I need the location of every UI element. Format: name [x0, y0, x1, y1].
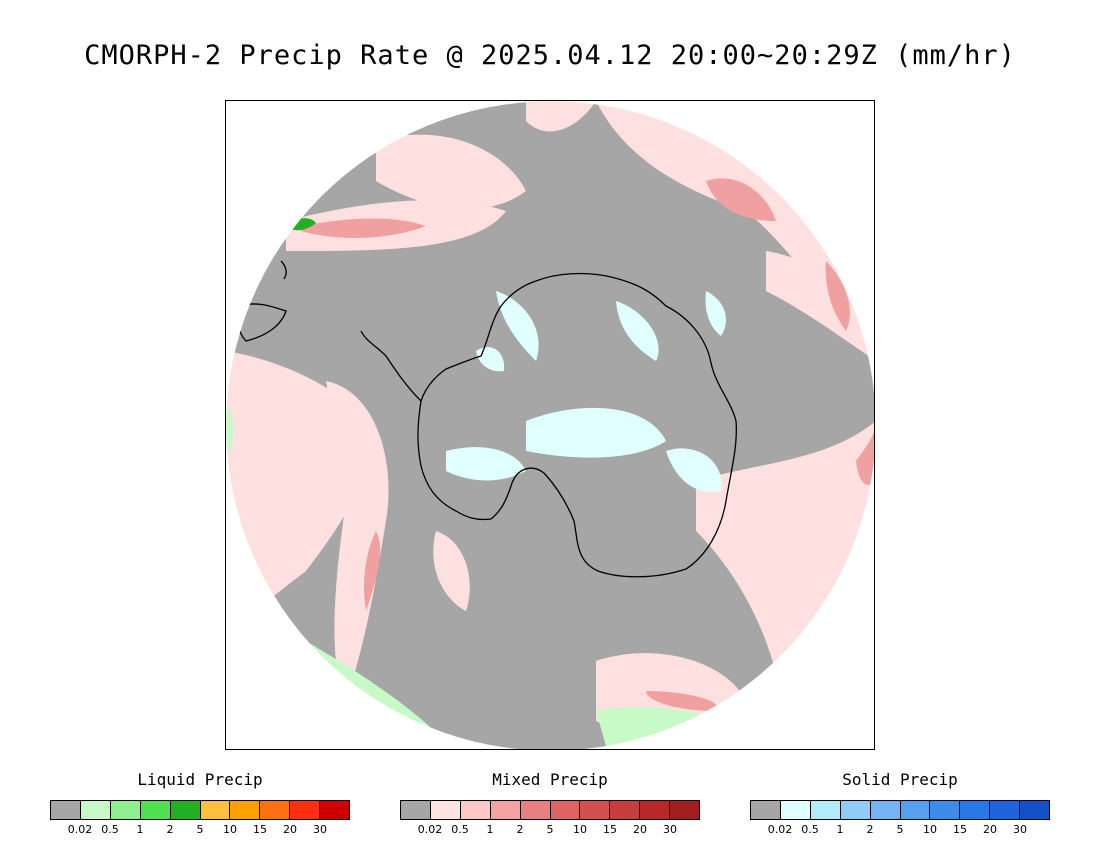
- legend-tick-label: 0.5: [101, 823, 119, 836]
- legend-swatch: [990, 801, 1021, 819]
- map-title: CMORPH-2 Precip Rate @ 2025.04.12 20:00~…: [84, 40, 1016, 71]
- legend-swatch: [401, 801, 431, 819]
- legend-color-bar: [750, 800, 1050, 820]
- legend-swatch: [430, 801, 461, 819]
- legend-tick-label: 15: [603, 823, 617, 836]
- legend-tick-label: 0.02: [417, 823, 443, 836]
- legend-swatch: [900, 801, 931, 819]
- legend-swatch: [110, 801, 141, 819]
- precip-map-canvas: [226, 101, 874, 749]
- legend-tick-label: 2: [866, 823, 874, 836]
- legend-swatch: [490, 801, 521, 819]
- legend-swatch: [640, 801, 671, 819]
- legend-title: Solid Precip: [842, 770, 958, 789]
- legend-swatch: [840, 801, 871, 819]
- legend-tick-label: 0.5: [801, 823, 819, 836]
- legend-swatch: [1020, 801, 1050, 819]
- legend-tick-label: 30: [313, 823, 327, 836]
- legend-tick-label: 20: [283, 823, 297, 836]
- legend-tick-label: 30: [663, 823, 677, 836]
- polar-precip-map: [225, 100, 875, 750]
- legend-mixed: Mixed Precip 0.02 0.5 1 2 5 10 15 20 30: [400, 770, 700, 837]
- legend-tick-label: 10: [923, 823, 937, 836]
- legend-swatch: [230, 801, 261, 819]
- solid-precip-areas: [446, 291, 726, 492]
- legend-tick-label: 1: [136, 823, 144, 836]
- legend-tick-label: 2: [166, 823, 174, 836]
- legend-swatch: [751, 801, 781, 819]
- legend-swatch: [80, 801, 111, 819]
- legend-swatch: [460, 801, 491, 819]
- peninsula-outline: [360, 330, 422, 402]
- legend-color-bar: [50, 800, 350, 820]
- legend-swatch: [870, 801, 901, 819]
- legend-swatch: [550, 801, 581, 819]
- legend-swatch: [610, 801, 641, 819]
- legend-swatch: [170, 801, 201, 819]
- legend-swatch: [810, 801, 841, 819]
- legend-tick-label: 0.5: [451, 823, 469, 836]
- legend-tick-label: 0.02: [67, 823, 93, 836]
- legend-swatch: [580, 801, 611, 819]
- legend-swatch: [930, 801, 961, 819]
- legend-swatch: [51, 801, 81, 819]
- legend-swatch: [780, 801, 811, 819]
- legend-ticks: 0.02 0.5 1 2 5 10 15 20 30: [400, 823, 700, 837]
- legend-tick-label: 30: [1013, 823, 1027, 836]
- continent-outline: [417, 272, 737, 578]
- legend-swatch: [200, 801, 231, 819]
- legend-ticks: 0.02 0.5 1 2 5 10 15 20 30: [50, 823, 350, 837]
- legend-swatch: [320, 801, 350, 819]
- legend-tick-label: 5: [196, 823, 204, 836]
- legend-tick-label: 1: [486, 823, 494, 836]
- legend-tick-label: 2: [516, 823, 524, 836]
- mixed-precip-moderate: [301, 178, 874, 711]
- legend-swatch: [670, 801, 700, 819]
- legend-swatch: [520, 801, 551, 819]
- legend-tick-label: 5: [896, 823, 904, 836]
- legend-solid: Solid Precip 0.02 0.5 1 2 5 10 15 20 30: [750, 770, 1050, 837]
- legend-tick-label: 15: [253, 823, 267, 836]
- legend-tick-label: 1: [836, 823, 844, 836]
- legend-tick-label: 10: [573, 823, 587, 836]
- legend-tick-label: 5: [546, 823, 554, 836]
- legend-swatch: [960, 801, 991, 819]
- legend-tick-label: 15: [953, 823, 967, 836]
- legend-ticks: 0.02 0.5 1 2 5 10 15 20 30: [750, 823, 1050, 837]
- legend-swatch: [140, 801, 171, 819]
- legend-color-bar: [400, 800, 700, 820]
- legend-title: Liquid Precip: [137, 770, 263, 789]
- legend-swatch: [260, 801, 291, 819]
- legend-tick-label: 10: [223, 823, 237, 836]
- legend-liquid: Liquid Precip 0.02 0.5 1 2 5 10 15 20 30: [50, 770, 350, 837]
- legend-tick-label: 20: [633, 823, 647, 836]
- legend-tick-label: 0.02: [767, 823, 793, 836]
- legend-title: Mixed Precip: [492, 770, 608, 789]
- legend-swatch: [290, 801, 321, 819]
- legend-tick-label: 20: [983, 823, 997, 836]
